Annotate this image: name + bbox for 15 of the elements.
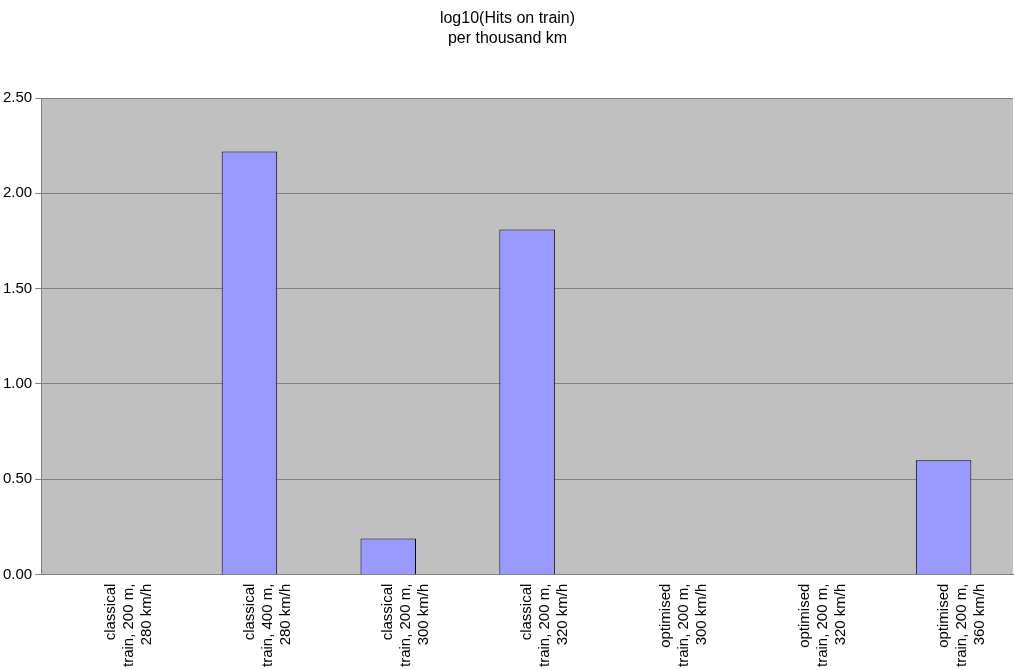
y-tick-label: 1.50 bbox=[2, 278, 33, 296]
x-tick-label: optimised train, 200 m, 360 km/h bbox=[933, 583, 987, 667]
x-tick-label: optimised train, 200 m, 320 km/h bbox=[794, 583, 848, 667]
x-tick-label: optimised train, 200 m, 300 km/h bbox=[656, 583, 710, 667]
y-tick-label: 0.50 bbox=[2, 469, 33, 487]
y-tick-label: 2.00 bbox=[2, 183, 33, 201]
chart-subtitle: per thousand km bbox=[446, 28, 569, 48]
chart-title: log10(Hits on train) bbox=[438, 8, 577, 28]
x-tick-label: classical train, 200 m, 300 km/h bbox=[378, 583, 432, 667]
y-tick-label: 0.00 bbox=[2, 564, 33, 582]
x-tick-label: classical train, 200 m, 320 km/h bbox=[517, 583, 571, 667]
y-tick-label: 1.00 bbox=[2, 374, 33, 392]
y-tick-label: 2.50 bbox=[2, 88, 33, 106]
x-tick-label: classical train, 200 m, 280 km/h bbox=[100, 583, 154, 667]
x-tick-label: classical train, 400 m, 280 km/h bbox=[239, 583, 293, 667]
